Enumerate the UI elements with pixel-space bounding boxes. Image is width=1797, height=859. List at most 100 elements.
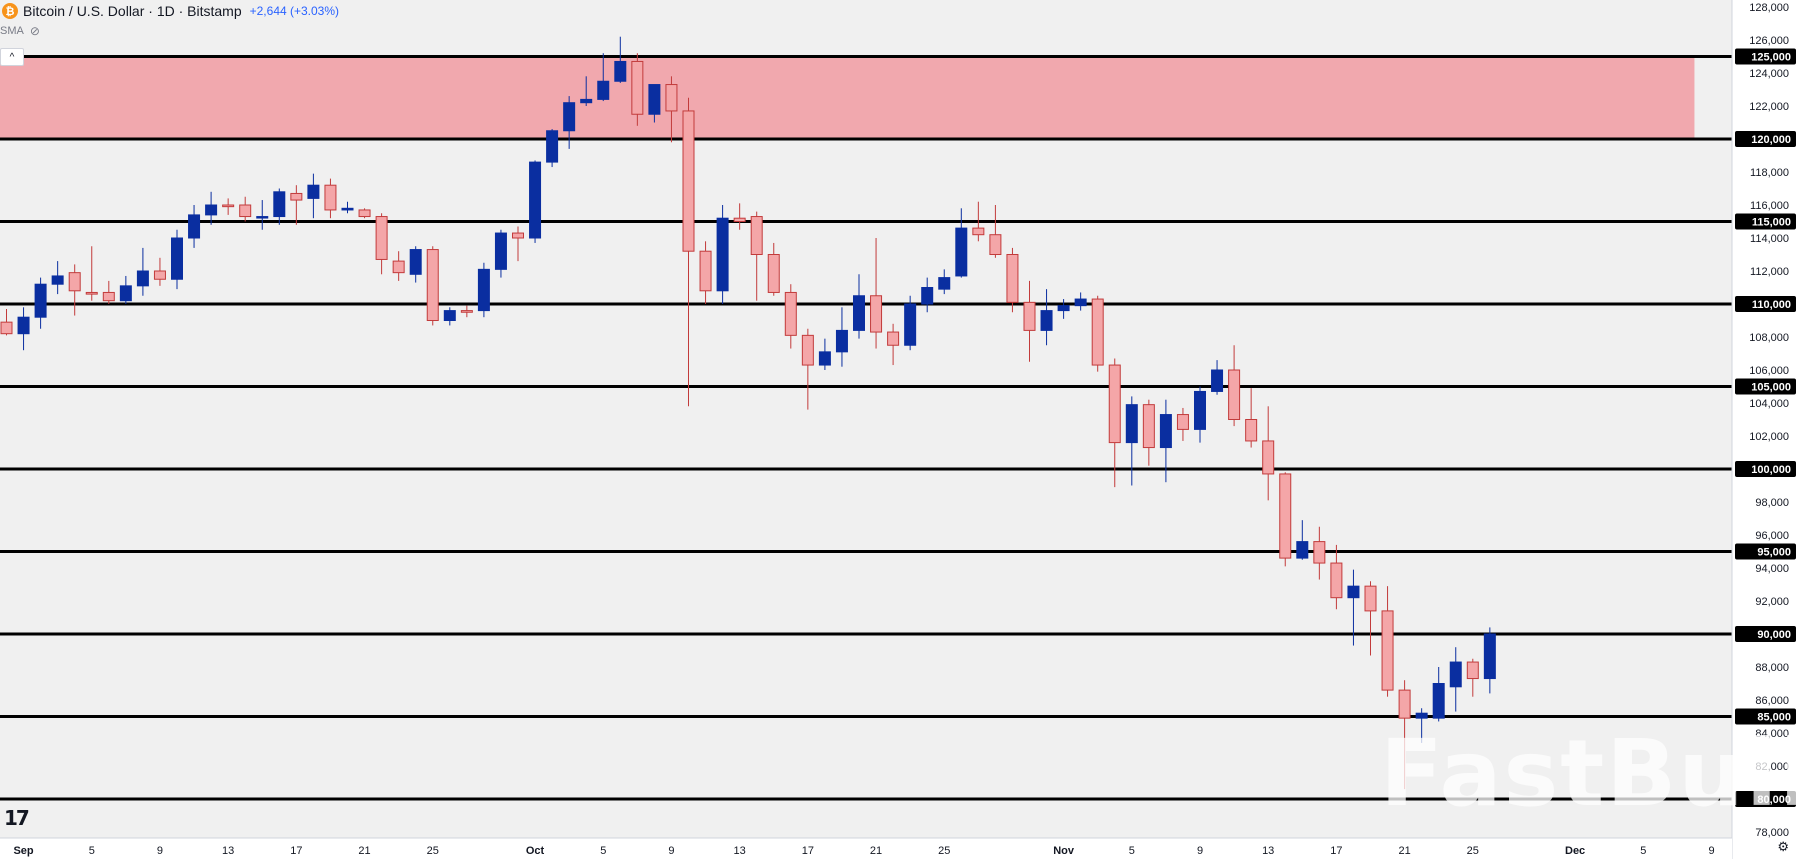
- candle-down[interactable]: [1142, 399, 1155, 466]
- candle-up[interactable]: [716, 205, 729, 304]
- candle-up[interactable]: [273, 188, 286, 225]
- symbol-title[interactable]: Bitcoin / U.S. Dollar · 1D · Bitstamp: [23, 3, 242, 19]
- level-price-label[interactable]: 105,000: [1735, 378, 1796, 395]
- candle-down[interactable]: [85, 246, 98, 301]
- candle-up[interactable]: [51, 261, 64, 295]
- candle-up[interactable]: [1074, 292, 1087, 311]
- candle-up[interactable]: [1432, 667, 1445, 722]
- candle-down[interactable]: [1245, 388, 1258, 448]
- collapse-indicators-button[interactable]: ^: [0, 48, 24, 66]
- candle-up[interactable]: [614, 36, 627, 83]
- candle-down[interactable]: [870, 238, 883, 349]
- candle-up[interactable]: [529, 160, 542, 243]
- candle-up[interactable]: [1483, 627, 1496, 694]
- candle-up[interactable]: [597, 53, 610, 102]
- candle-down[interactable]: [239, 196, 252, 222]
- level-price-label[interactable]: 80,000: [1735, 791, 1796, 807]
- candle-up[interactable]: [1057, 299, 1070, 319]
- candle-down[interactable]: [1330, 544, 1343, 610]
- sma-indicator-label[interactable]: SMA: [0, 25, 24, 37]
- candle-up[interactable]: [1347, 569, 1360, 646]
- candle-up[interactable]: [477, 262, 490, 318]
- candle-up[interactable]: [1194, 386, 1206, 443]
- candle-down[interactable]: [0, 308, 13, 336]
- settings-gear-icon[interactable]: ⚙: [1777, 839, 1789, 854]
- candle-up[interactable]: [818, 338, 831, 370]
- candle-down[interactable]: [290, 185, 303, 225]
- candle-up[interactable]: [494, 229, 507, 278]
- candle-down[interactable]: [631, 53, 644, 126]
- level-price-label[interactable]: 95,000: [1735, 543, 1796, 560]
- candle-down[interactable]: [1466, 658, 1479, 697]
- candle-up[interactable]: [921, 277, 934, 313]
- candle-up[interactable]: [1159, 399, 1172, 483]
- candle-down[interactable]: [1262, 406, 1275, 501]
- candle-up[interactable]: [341, 201, 354, 214]
- candle-down[interactable]: [460, 305, 473, 318]
- candle-down[interactable]: [801, 328, 814, 410]
- candle-down[interactable]: [767, 242, 780, 296]
- eye-crossed-icon[interactable]: ⊘: [29, 24, 40, 38]
- candle-up[interactable]: [648, 84, 661, 123]
- candle-up[interactable]: [580, 76, 593, 106]
- candle-down[interactable]: [1091, 295, 1104, 372]
- candle-down[interactable]: [102, 280, 115, 304]
- level-price-label[interactable]: 120,000: [1735, 131, 1796, 147]
- candle-down[interactable]: [1398, 680, 1411, 790]
- time-axis[interactable]: [0, 838, 1732, 859]
- candle-up[interactable]: [1449, 647, 1462, 712]
- candle-down[interactable]: [665, 76, 678, 143]
- indicator-row[interactable]: SMA ⊘: [0, 24, 40, 38]
- candle-down[interactable]: [153, 257, 166, 286]
- candle-up[interactable]: [188, 205, 201, 248]
- level-price-label[interactable]: 115,000: [1735, 213, 1796, 230]
- candle-up[interactable]: [955, 208, 968, 278]
- level-price-label[interactable]: 110,000: [1735, 296, 1796, 312]
- candle-down[interactable]: [1108, 358, 1121, 488]
- candle-up[interactable]: [34, 277, 47, 329]
- candle-down[interactable]: [1381, 586, 1394, 697]
- level-price-label[interactable]: 90,000: [1735, 626, 1796, 642]
- candle-up[interactable]: [1211, 360, 1224, 395]
- candle-up[interactable]: [563, 96, 576, 149]
- candle-down[interactable]: [887, 323, 900, 366]
- level-price-label[interactable]: 125,000: [1735, 48, 1796, 65]
- candle-up[interactable]: [171, 229, 183, 290]
- candle-down[interactable]: [750, 211, 763, 301]
- candle-down[interactable]: [1279, 472, 1292, 567]
- candle-up[interactable]: [835, 307, 848, 367]
- candle-down[interactable]: [1176, 407, 1189, 441]
- candle-down[interactable]: [512, 226, 524, 262]
- candle-up[interactable]: [409, 246, 422, 283]
- candle-down[interactable]: [324, 178, 337, 219]
- candle-up[interactable]: [1296, 520, 1309, 560]
- candle-up[interactable]: [119, 275, 132, 304]
- candle-up[interactable]: [853, 274, 865, 339]
- candle-down[interactable]: [426, 246, 439, 326]
- candle-up[interactable]: [1415, 708, 1428, 743]
- candle-down[interactable]: [699, 241, 712, 304]
- candle-up[interactable]: [307, 173, 320, 219]
- resistance-zone[interactable]: [0, 56, 1695, 140]
- candle-down[interactable]: [682, 97, 695, 407]
- candle-down[interactable]: [358, 208, 371, 219]
- level-price-label[interactable]: 85,000: [1735, 708, 1796, 725]
- candle-down[interactable]: [1006, 247, 1019, 313]
- candle-up[interactable]: [205, 191, 218, 225]
- symbol-header[interactable]: ₿ Bitcoin / U.S. Dollar · 1D · Bitstamp …: [0, 0, 339, 22]
- candle-down[interactable]: [1228, 345, 1241, 427]
- candle-up[interactable]: [546, 129, 559, 168]
- candle-up[interactable]: [136, 247, 149, 296]
- candle-down[interactable]: [1313, 526, 1326, 580]
- candle-down[interactable]: [222, 198, 235, 215]
- tradingview-logo[interactable]: 17: [4, 806, 30, 830]
- candle-down[interactable]: [375, 213, 388, 275]
- candle-down[interactable]: [68, 264, 81, 316]
- candle-down[interactable]: [784, 284, 797, 349]
- candle-up[interactable]: [1040, 289, 1053, 346]
- candle-up[interactable]: [17, 307, 30, 351]
- candle-up[interactable]: [904, 295, 917, 351]
- candle-down[interactable]: [1364, 581, 1377, 656]
